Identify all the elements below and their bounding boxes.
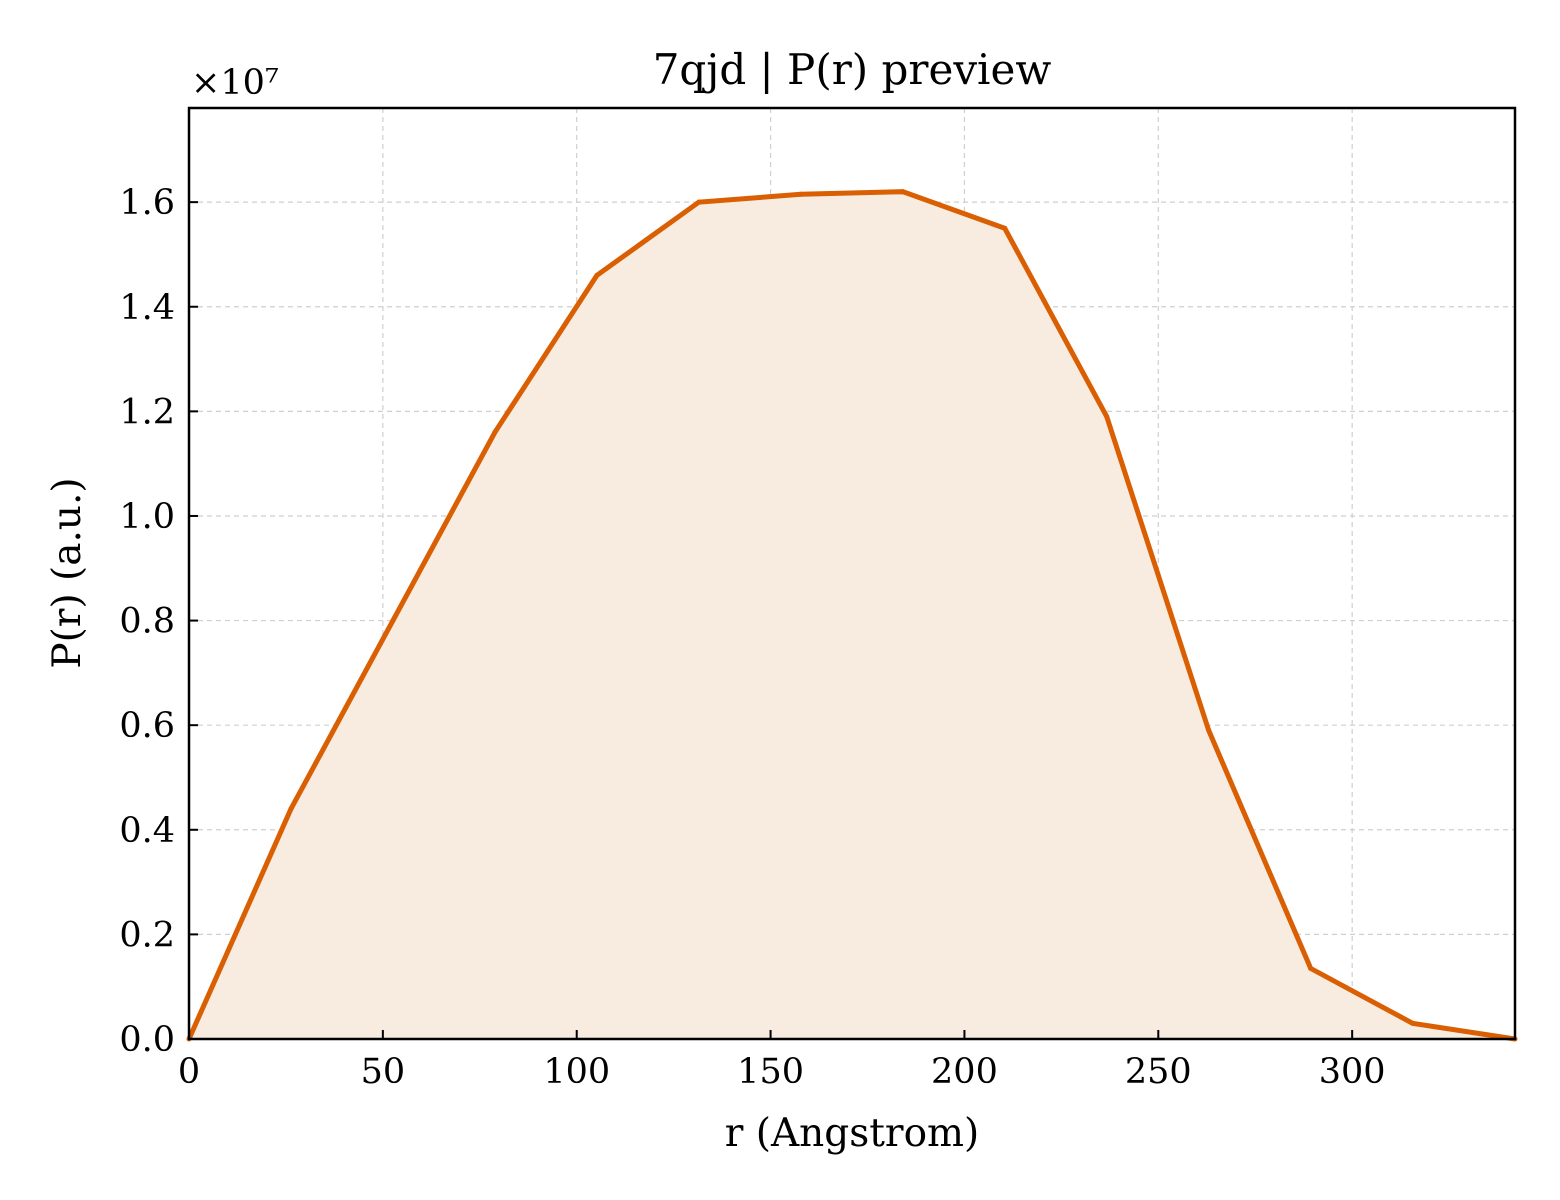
pr-data-point xyxy=(1410,1020,1416,1026)
y-tick-label: 0.4 xyxy=(119,811,175,851)
chart-title: 7qjd | P(r) preview xyxy=(653,45,1052,94)
y-tick-label: 0.8 xyxy=(119,602,175,642)
y-axis-title: P(r) (a.u.) xyxy=(45,477,90,668)
y-tick-label: 1.0 xyxy=(119,497,175,537)
pr-data-point xyxy=(288,806,294,812)
y-multiplier-label: ×10⁷ xyxy=(191,63,279,103)
area-layer xyxy=(186,189,1518,1042)
pr-curve-line xyxy=(186,189,1516,1042)
y-tick-label: 1.2 xyxy=(119,392,175,432)
x-axis-title: r (Angstrom) xyxy=(725,1111,980,1156)
x-tick-label: 0 xyxy=(178,1052,200,1092)
pr-data-point xyxy=(390,618,396,624)
x-tick-label: 200 xyxy=(931,1052,998,1092)
y-tick-label: 0.6 xyxy=(119,706,175,746)
pr-data-point xyxy=(1104,414,1110,420)
y-tick-label: 1.4 xyxy=(119,288,175,328)
x-tick-label: 250 xyxy=(1125,1052,1192,1092)
ticks: 0 50 100 150 200 250 300 0.0 0.2 0.4 0.6 0.8 1.0 1.2 1… xyxy=(119,183,1385,1092)
x-tick-label: 50 xyxy=(361,1052,406,1092)
pr-data-point xyxy=(492,429,498,435)
pr-data-point xyxy=(1308,965,1314,971)
x-tick-label: 300 xyxy=(1319,1052,1386,1092)
pr-data-point xyxy=(798,191,804,197)
pr-data-point xyxy=(594,272,600,278)
pr-data-point xyxy=(900,189,906,195)
y-tick-label: 0.2 xyxy=(119,915,175,955)
y-tick-label: 0.0 xyxy=(119,1020,175,1060)
plot-frame xyxy=(187,106,1517,1041)
pr-data-point xyxy=(696,199,702,205)
x-tick-label: 150 xyxy=(737,1052,804,1092)
pr-data-point xyxy=(1002,225,1008,231)
x-tick-label: 100 xyxy=(543,1052,610,1092)
pr-data-point xyxy=(1206,727,1212,733)
y-tick-label: 1.6 xyxy=(119,183,175,223)
pr-area-fill xyxy=(189,191,1515,1039)
